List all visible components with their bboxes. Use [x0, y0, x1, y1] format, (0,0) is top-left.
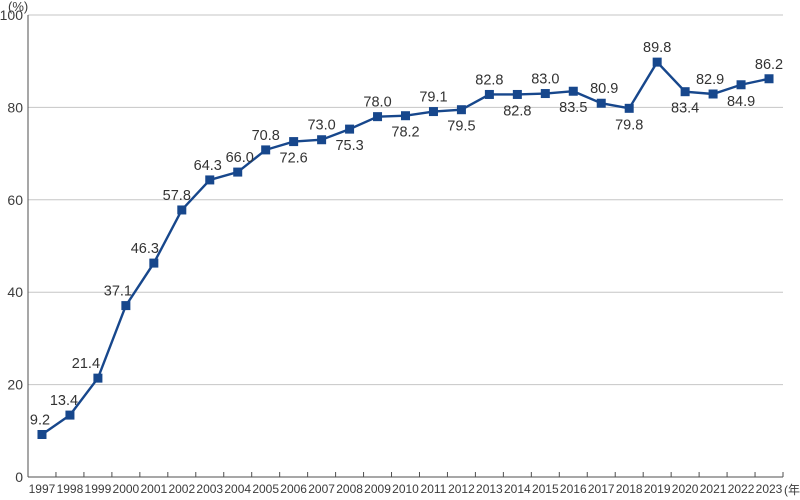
- data-point-marker: [261, 145, 271, 155]
- data-point-marker: [37, 429, 47, 439]
- data-point-label: 13.4: [50, 393, 78, 409]
- x-axis-tick-label: 2007: [308, 482, 335, 496]
- data-point-label: 70.8: [252, 128, 280, 144]
- data-point-label: 86.2: [755, 57, 783, 73]
- x-axis-tick-label: 2016: [560, 482, 587, 496]
- data-point-label: 89.8: [643, 40, 671, 56]
- x-axis-tick-label: 2009: [364, 482, 391, 496]
- x-axis-tick-label: 2019: [644, 482, 671, 496]
- data-point-label: 57.8: [163, 188, 191, 204]
- x-axis-tick-label: 2012: [448, 482, 475, 496]
- x-axis-tick-label: 2022: [728, 482, 755, 496]
- data-point-marker: [65, 410, 75, 420]
- data-point-label: 84.9: [727, 94, 755, 110]
- data-point-label: 72.6: [280, 151, 308, 167]
- data-point-label: 78.0: [363, 95, 391, 111]
- y-axis-tick-label: 0: [15, 469, 23, 485]
- data-point-marker: [708, 89, 718, 99]
- x-axis-tick-label: 1997: [29, 482, 56, 496]
- data-point-marker: [93, 373, 103, 383]
- x-axis-tick-label: 2001: [140, 482, 167, 496]
- x-axis-tick-label: 2015: [532, 482, 559, 496]
- y-axis-tick-label: 80: [7, 99, 23, 115]
- data-point-label: 66.0: [226, 150, 254, 166]
- data-point-label: 82.8: [503, 103, 531, 119]
- data-point-marker: [736, 80, 746, 90]
- data-point-marker: [456, 105, 466, 115]
- x-axis-tick-label: 2021: [700, 482, 727, 496]
- data-point-marker: [401, 111, 410, 121]
- data-point-marker: [428, 107, 438, 117]
- data-point-label: 82.9: [696, 72, 724, 88]
- y-axis-tick-label: 20: [7, 377, 23, 393]
- x-axis-tick-label: 2011: [421, 482, 447, 496]
- data-point-label: 46.3: [131, 241, 159, 257]
- x-axis-tick-label: 2020: [672, 482, 699, 496]
- data-point-marker: [624, 103, 634, 113]
- data-point-marker: [289, 137, 299, 147]
- data-point-marker: [345, 124, 355, 134]
- data-point-label: 83.0: [531, 72, 559, 88]
- y-axis-tick-label: 60: [7, 192, 23, 208]
- data-point-marker: [149, 258, 159, 268]
- data-point-marker: [652, 57, 662, 67]
- data-point-label: 9.2: [30, 412, 50, 428]
- x-axis-tick-label: 1999: [85, 482, 112, 496]
- x-axis-tick-label: 2006: [280, 482, 307, 496]
- data-point-marker: [680, 87, 690, 97]
- data-point-marker: [373, 112, 383, 122]
- data-point-label: 37.1: [104, 284, 132, 300]
- data-point-marker: [484, 89, 494, 99]
- data-point-label: 83.4: [671, 101, 699, 117]
- data-point-marker: [233, 167, 243, 177]
- x-axis-tick-label: 2014: [504, 482, 531, 496]
- data-point-marker: [512, 89, 522, 99]
- x-axis-tick-label: 2018: [616, 482, 643, 496]
- data-point-label: 83.5: [559, 100, 587, 116]
- x-axis-year-suffix-label: (年): [784, 483, 800, 497]
- data-point-marker: [205, 175, 215, 185]
- x-axis-tick-label: 2000: [113, 482, 140, 496]
- x-axis-tick-label: 2002: [168, 482, 195, 496]
- x-axis-tick-label: 2005: [252, 482, 279, 496]
- data-point-marker: [540, 89, 550, 99]
- data-point-label: 82.8: [475, 72, 503, 88]
- x-axis-tick-label: 1998: [57, 482, 84, 496]
- data-point-label: 79.8: [615, 117, 643, 133]
- data-point-marker: [317, 135, 327, 145]
- x-axis-tick-label: 2013: [476, 482, 503, 496]
- data-point-label: 80.9: [590, 81, 618, 97]
- y-axis-tick-label: 100: [0, 7, 23, 23]
- x-axis-tick-label: 2003: [196, 482, 223, 496]
- data-point-label: 64.3: [194, 158, 222, 174]
- data-point-marker: [764, 74, 774, 84]
- data-point-label: 79.5: [447, 119, 475, 135]
- y-axis-unit-label: (%): [8, 0, 28, 14]
- data-point-marker: [177, 205, 187, 215]
- data-point-marker: [121, 301, 131, 311]
- x-axis-tick-label: 2008: [336, 482, 363, 496]
- data-point-label: 21.4: [72, 356, 100, 372]
- data-point-marker: [596, 98, 606, 108]
- data-point-label: 73.0: [307, 118, 335, 134]
- data-point-label: 79.1: [419, 90, 447, 106]
- y-axis-tick-label: 40: [7, 284, 23, 300]
- data-point-marker: [568, 86, 578, 96]
- data-point-label: 75.3: [335, 138, 363, 154]
- x-axis-tick-label: 2023: [756, 482, 783, 496]
- x-axis-tick-label: 2004: [224, 482, 251, 496]
- x-axis-tick-label: 2017: [588, 482, 615, 496]
- x-axis-tick-label: 2010: [392, 482, 419, 496]
- data-point-label: 78.2: [391, 125, 419, 141]
